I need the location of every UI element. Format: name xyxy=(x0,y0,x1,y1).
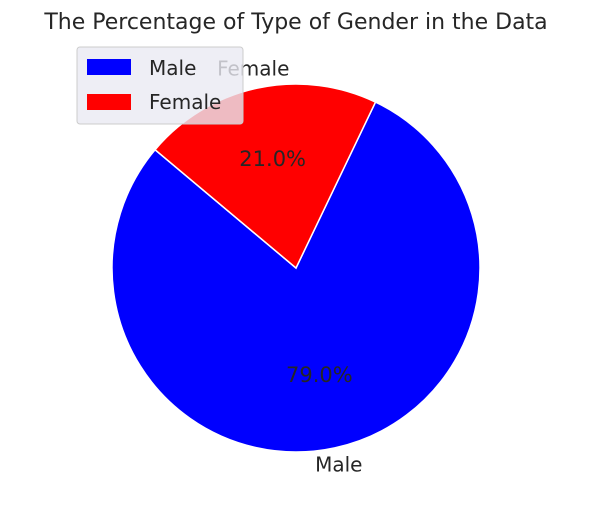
percent-label-male: 79.0% xyxy=(286,363,353,387)
legend-label-male: Male xyxy=(149,56,196,80)
legend-swatch-male xyxy=(87,59,131,75)
legend: Male Female xyxy=(76,46,244,125)
chart-title: The Percentage of Type of Gender in the … xyxy=(43,10,547,35)
legend-label-female: Female xyxy=(149,90,221,114)
pie-slice-male xyxy=(111,101,481,453)
slice-label-male: Male xyxy=(315,452,362,476)
legend-swatch-female xyxy=(87,94,131,110)
percent-label-female: 21.0% xyxy=(239,147,306,171)
pie-slices xyxy=(111,83,481,453)
pie-slice-female xyxy=(153,83,377,270)
